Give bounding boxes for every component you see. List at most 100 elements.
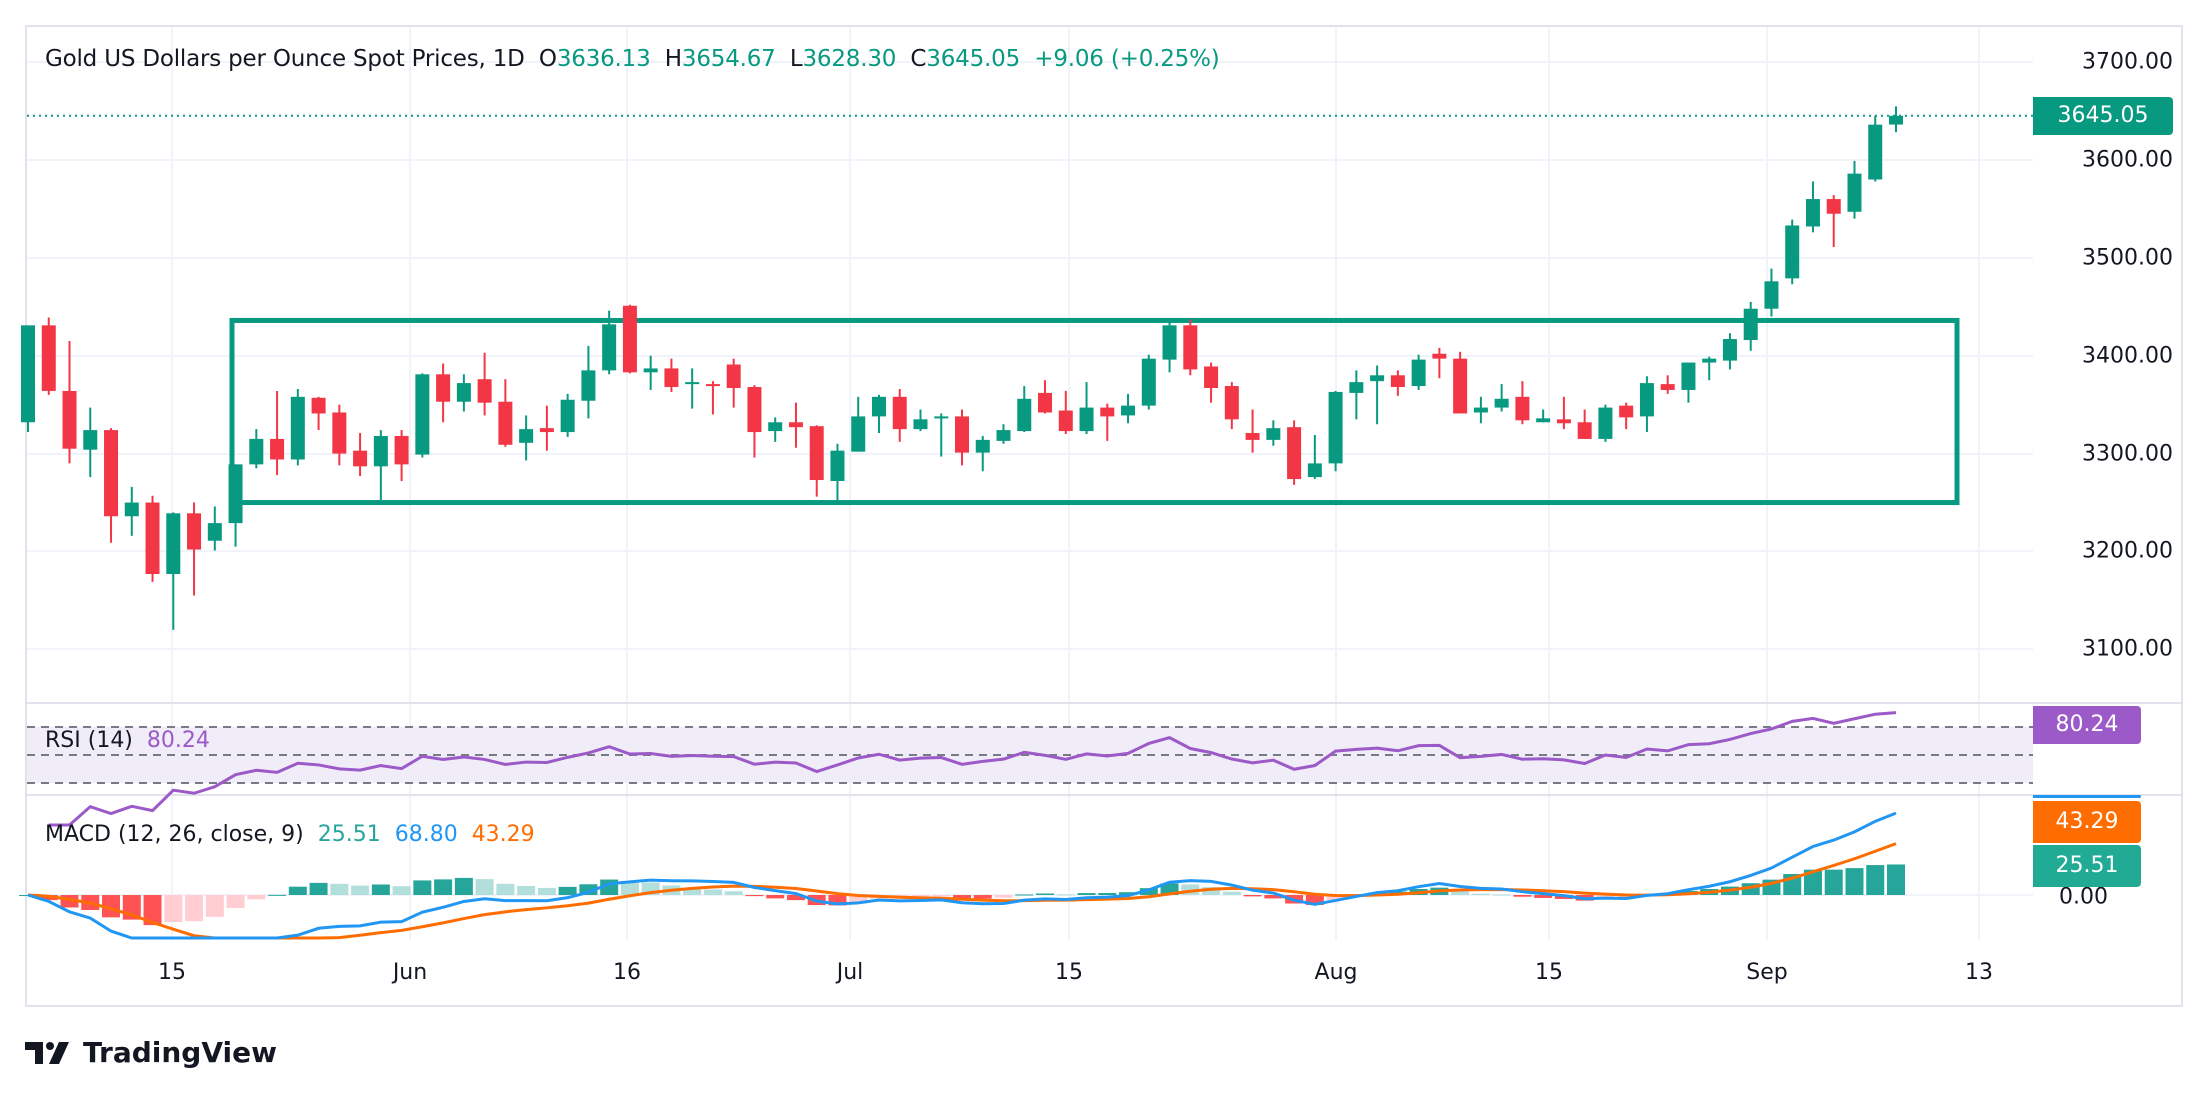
candle-up <box>685 382 700 385</box>
candle-down <box>1224 386 1239 420</box>
candle-up <box>1722 339 1737 361</box>
chart-frame <box>25 25 2183 1007</box>
candle-down <box>809 426 824 481</box>
candle-up <box>1494 398 1509 408</box>
candle-down <box>539 428 554 433</box>
price-tick: 3500.00 <box>2082 245 2173 271</box>
macd-signal-line <box>27 842 1897 940</box>
macd-histogram-bar <box>953 895 971 899</box>
close-label: C <box>910 46 927 72</box>
candle-down <box>1245 433 1260 440</box>
candle-up <box>456 383 471 402</box>
macd-histogram-bar <box>268 894 287 896</box>
macd-histogram-bar <box>247 895 266 900</box>
candle-up <box>228 464 243 524</box>
macd-histogram-bar <box>1513 895 1532 897</box>
candle-up <box>1598 407 1613 439</box>
macd-histogram-bar <box>1326 895 1345 900</box>
candle-up <box>1889 115 1903 125</box>
candle-up <box>975 439 990 453</box>
candle-up <box>1121 405 1136 416</box>
candle-up <box>1536 418 1551 423</box>
macd-histogram-bar <box>724 891 743 895</box>
macd-histogram-bar <box>1824 869 1843 895</box>
macd-line-value: 68.80 <box>394 822 458 847</box>
macd-histogram-bar <box>1451 891 1470 895</box>
macd-histogram-bar <box>475 879 494 895</box>
candle-up <box>124 502 139 517</box>
macd-histogram-bar <box>185 895 204 922</box>
macd-histogram-bar <box>205 895 224 917</box>
macd-histogram-bar <box>496 883 515 895</box>
chart-legend: Gold US Dollars per Ounce Spot Prices, 1… <box>45 46 1220 72</box>
macd-histogram-bar <box>558 886 577 895</box>
candle-down <box>1515 396 1530 421</box>
rsi-legend: RSI (14) 80.24 <box>45 728 210 753</box>
macd-histogram-bar <box>1222 891 1241 895</box>
candle-up <box>913 419 928 430</box>
macd-histogram-bar <box>1056 894 1075 896</box>
candle-up <box>934 416 949 419</box>
tradingview-logo[interactable]: TradingView <box>25 1036 277 1069</box>
candle-up <box>1764 281 1779 309</box>
candle-down <box>353 450 368 467</box>
candle-up <box>996 430 1011 441</box>
candle-down <box>104 430 119 517</box>
macd-histogram-bar <box>537 887 556 895</box>
date-tick: 15 <box>158 960 186 985</box>
candle-down <box>1183 325 1198 370</box>
candle-down <box>1100 407 1115 417</box>
macd-histogram-bar <box>1160 883 1179 895</box>
candle-up <box>871 396 886 417</box>
date-tick: Sep <box>1746 960 1788 985</box>
macd-histogram-bar <box>1534 895 1553 898</box>
change-value: +9.06 (+0.25%) <box>1034 46 1220 72</box>
candle-up <box>851 416 866 452</box>
macd-histogram-bar <box>1243 895 1262 897</box>
candle-up <box>643 368 658 373</box>
macd-histogram-bar <box>1887 864 1905 895</box>
candle-down <box>1453 358 1468 414</box>
tradingview-logo-icon <box>25 1041 69 1064</box>
candle-down <box>41 325 56 391</box>
close-value: 3645.05 <box>926 46 1021 72</box>
macd-histogram-bar <box>828 895 847 906</box>
price-tick: 3600.00 <box>2082 147 2173 173</box>
candle-up <box>602 324 617 371</box>
last-price-tag: 3645.05 <box>2033 97 2173 135</box>
candle-up <box>1266 428 1281 440</box>
candle-up <box>1805 199 1820 227</box>
price-tick: 3200.00 <box>2082 538 2173 564</box>
macd-signal-value: 43.29 <box>471 822 535 847</box>
macd-histogram-bar <box>579 884 598 895</box>
candle-up <box>560 399 575 433</box>
candle-down <box>1390 375 1405 388</box>
range-box <box>229 317 1960 506</box>
macd-histogram-bar <box>1305 895 1324 906</box>
candle-up <box>1411 359 1426 387</box>
signal-value-tag: 43.29 <box>2033 801 2141 843</box>
macd-histogram-bar <box>1119 892 1138 895</box>
macd-histogram-bar <box>1803 869 1822 895</box>
candle-up <box>1473 407 1488 413</box>
rsi-line <box>48 711 1897 827</box>
macd-histogram-bar <box>517 885 536 895</box>
macd-histogram-bar <box>1492 894 1511 896</box>
macd-histogram-bar <box>1471 893 1490 895</box>
candle-down <box>1826 199 1841 214</box>
price-tick: 3700.00 <box>2082 49 2173 75</box>
candle-down <box>270 438 285 460</box>
macd-line <box>27 811 1897 940</box>
candle-down <box>747 387 762 433</box>
candle-down <box>1432 353 1447 359</box>
rsi-label: RSI (14) <box>45 728 133 753</box>
macd-histogram-value: 25.51 <box>317 822 381 847</box>
candle-down <box>788 422 803 428</box>
macd-legend: MACD (12, 26, close, 9) 25.51 68.80 43.2… <box>45 822 535 847</box>
macd-histogram-bar <box>1015 894 1034 896</box>
macd-histogram-bar <box>786 895 805 901</box>
candle-down <box>1204 366 1219 389</box>
macd-histogram-bar <box>371 884 390 895</box>
candle-up <box>1328 391 1343 464</box>
